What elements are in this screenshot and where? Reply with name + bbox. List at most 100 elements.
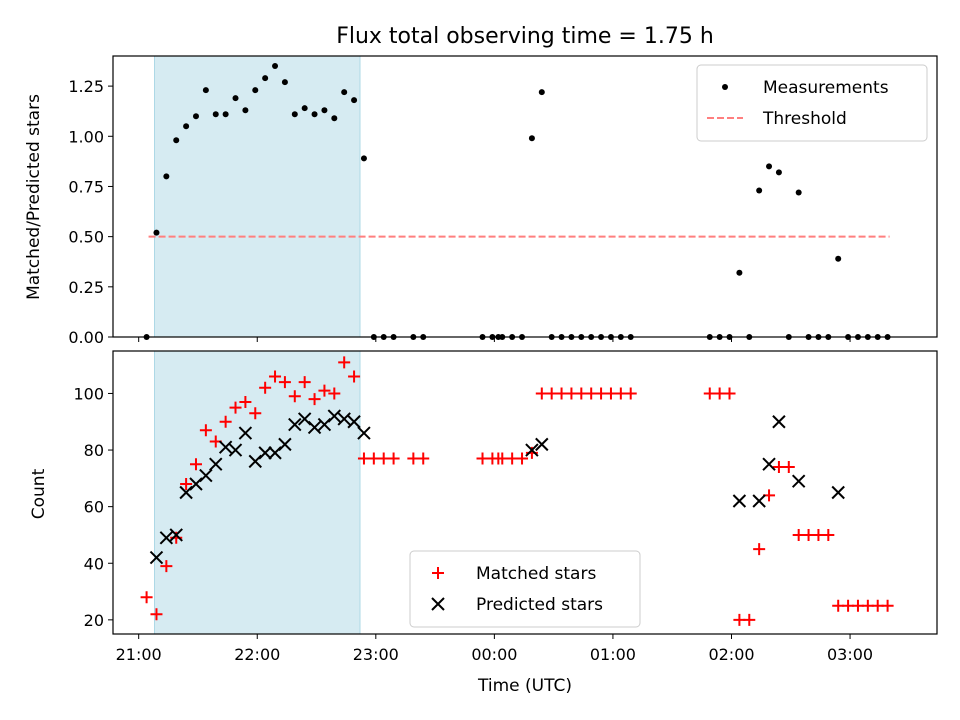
measurement-point — [232, 95, 239, 102]
matched-stars-marker — [140, 591, 153, 604]
y-tick-label: 0.25 — [68, 278, 104, 297]
matched-stars-marker — [249, 407, 262, 420]
measurement-point — [242, 107, 249, 114]
measurement-point — [360, 155, 367, 162]
observing-window-shade — [153, 55, 361, 338]
predicted-stars-marker — [732, 494, 747, 508]
axes-frame — [112, 55, 938, 338]
predicted-stars-marker — [278, 437, 292, 452]
measurement-point — [153, 229, 160, 236]
measurement-point — [262, 75, 269, 82]
legend-label: Measurements — [763, 78, 889, 98]
measurement-point — [736, 269, 743, 276]
y-tick-label: 40 — [84, 554, 104, 573]
measurement-point — [341, 89, 348, 96]
matched-stars-marker — [259, 381, 272, 394]
matched-stars-marker — [318, 384, 331, 397]
matched-stars-marker — [328, 387, 341, 400]
legend: Measurements Threshold — [696, 64, 928, 142]
predicted-stars-marker — [831, 485, 845, 500]
matched-stars-marker — [417, 452, 430, 465]
x-tick-label: 02:00 — [708, 645, 754, 664]
measurement-point — [163, 173, 170, 180]
top-chart-title: Flux total observing time = 1.75 h — [336, 24, 714, 49]
axes-frame — [112, 350, 938, 635]
predicted-stars-marker — [209, 457, 223, 471]
predicted-stars-marker — [535, 437, 549, 452]
measurement-point — [212, 111, 219, 118]
bottom-y-axis-label: Count — [29, 468, 49, 519]
matched-stars-marker — [516, 452, 529, 465]
matched-stars-marker — [269, 370, 282, 383]
matched-stars-marker — [782, 461, 795, 474]
matched-stars-marker — [308, 393, 321, 406]
matched-stars-marker — [229, 401, 242, 414]
bottom-panel: 20 40 60 80 100 21:00 22:00 23:00 00:00 01:00 02:0… — [73, 350, 938, 664]
predicted-stars-marker — [218, 440, 233, 454]
matched-stars-marker — [723, 387, 736, 400]
predicted-stars-marker — [169, 528, 183, 542]
measurement-point — [311, 111, 318, 118]
measurement-point — [192, 113, 199, 120]
x-tick-label: 21:00 — [116, 645, 162, 664]
measurement-point — [756, 187, 763, 194]
x-tick-label: 01:00 — [590, 645, 636, 664]
predicted-stars-marker — [159, 531, 174, 545]
y-tick-label: 60 — [84, 498, 104, 517]
predicted-stars-marker — [307, 420, 322, 435]
measurement-point — [252, 87, 259, 94]
y-tick-label: 1.25 — [68, 77, 104, 96]
y-tick-label: 20 — [84, 611, 104, 630]
matched-stars-marker — [348, 370, 361, 383]
predicted-stars-marker — [357, 426, 371, 440]
legend-x-marker — [431, 597, 445, 611]
predicted-stars-marker — [347, 415, 361, 429]
measurement-point — [331, 115, 338, 122]
legend-box — [409, 550, 641, 628]
matched-stars-marker — [881, 599, 894, 612]
legend-label: Matched stars — [476, 564, 596, 584]
predicted-stars-marker — [772, 415, 786, 429]
measurement-point — [272, 63, 279, 70]
y-tick-label: 80 — [84, 441, 104, 460]
measurement-point — [795, 189, 802, 196]
x-tick-label: 00:00 — [471, 645, 517, 664]
x-tick-label: 23:00 — [353, 645, 399, 664]
legend: Matched stars Predicted stars — [409, 550, 641, 628]
x-tick-label: 22:00 — [234, 645, 280, 664]
predicted-stars-marker — [337, 412, 351, 426]
predicted-stars-marker — [199, 468, 213, 483]
y-tick-label: 0.00 — [68, 328, 104, 347]
matched-stars-marker — [219, 415, 232, 428]
matched-stars-marker — [743, 613, 756, 626]
measurement-point — [775, 169, 782, 176]
matched-stars-marker — [189, 458, 202, 471]
top-panel: 0.00 0.25 0.50 0.75 1.00 1.25 Measurements Thre… — [68, 55, 938, 347]
matched-stars-marker — [624, 387, 637, 400]
top-y-axis-label: Matched/Predicted stars — [24, 94, 44, 300]
predicted-stars-marker — [149, 550, 164, 565]
matched-stars-marker — [278, 376, 291, 389]
matched-stars-marker — [298, 376, 311, 389]
measurement-point — [351, 97, 358, 104]
legend-label: Predicted stars — [476, 595, 603, 615]
matched-stars-marker — [160, 560, 173, 573]
observing-window-shade — [153, 350, 361, 635]
x-axis-label: Time (UTC) — [477, 676, 572, 696]
legend-box — [696, 64, 928, 142]
matched-stars-marker — [288, 390, 301, 403]
measurement-point — [281, 79, 288, 86]
measurement-point — [766, 163, 773, 170]
matched-stars-marker — [338, 356, 351, 369]
y-tick-label: 0.75 — [68, 177, 104, 196]
predicted-stars-marker — [791, 474, 806, 488]
measurement-point — [528, 135, 535, 142]
matched-stars-marker — [199, 424, 212, 437]
measurement-point — [222, 111, 229, 118]
measurement-point — [183, 123, 190, 130]
measurement-point — [291, 111, 298, 118]
predicted-stars-marker — [327, 409, 342, 423]
predicted-stars-marker — [525, 443, 539, 457]
predicted-stars-marker — [238, 426, 253, 440]
